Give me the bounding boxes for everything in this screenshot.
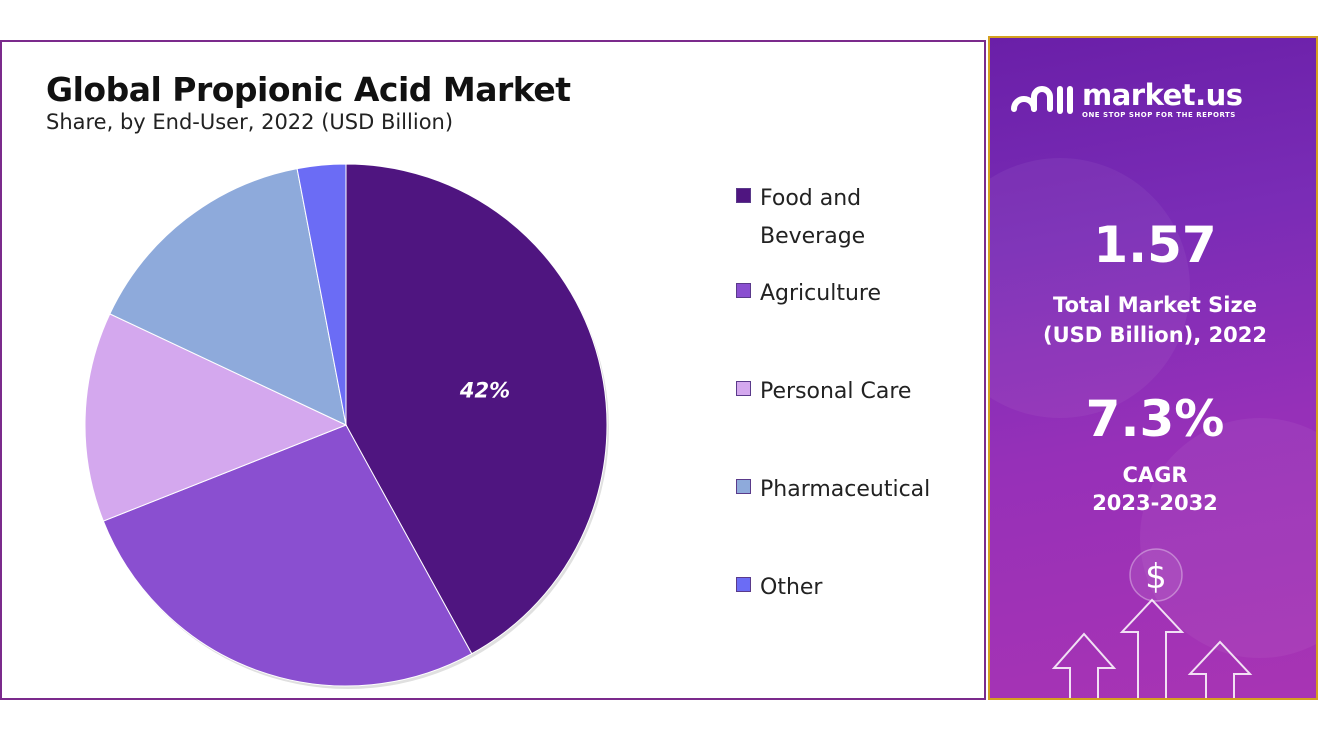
pie-slice-personal-care [84, 313, 348, 522]
legend-swatch-pharmaceutical [736, 479, 751, 494]
legend-item-pharmaceutical: Pharmaceutical [736, 471, 960, 509]
pie-slice-agriculture [102, 424, 473, 687]
legend-label-agriculture: Agriculture [760, 281, 881, 306]
legend-label-personal-care: Personal Care [760, 379, 912, 404]
legend-swatch-agriculture [736, 283, 751, 298]
market-size-label-line1: Total Market Size [1053, 293, 1257, 317]
logo-name: market.us [1082, 78, 1243, 112]
legend-swatch-personal-care [736, 381, 751, 396]
cagr-label-line1: CAGR [1122, 463, 1188, 487]
legend-item-agriculture: Agriculture [736, 275, 960, 313]
legend-swatch-other [736, 577, 751, 592]
legend-swatch-food-and-beverage [736, 188, 751, 203]
market-us-logo: market.us ONE STOP SHOP FOR THE REPORTS [1010, 80, 1243, 119]
pie-chart: 42% [84, 163, 609, 689]
dollar-icon: $ [1145, 557, 1167, 597]
legend-item-other: Other [736, 569, 960, 607]
info-panel: market.us ONE STOP SHOP FOR THE REPORTS … [988, 36, 1318, 700]
legend-item-personal-care: Personal Care [736, 373, 960, 411]
chart-subtitle: Share, by End-User, 2022 (USD Billion) [46, 110, 454, 134]
legend-item-food-and-beverage: Food and Beverage [736, 180, 910, 256]
legend-label-food-and-beverage: Food and Beverage [760, 186, 866, 249]
market-size-value: 1.57 [1093, 216, 1217, 274]
cagr-value: 7.3% [1085, 390, 1225, 448]
growth-arrows-icon: $ [1051, 548, 1253, 698]
background-shape [990, 158, 1190, 418]
data-label-food-and-beverage: 42% [459, 378, 510, 402]
logo-mark-icon [1011, 85, 1073, 114]
cagr-label-line2: 2023-2032 [1092, 491, 1218, 515]
legend-label-other: Other [760, 575, 823, 600]
pie-slice-food-and-beverage [345, 163, 608, 655]
chart-title: Global Propionic Acid Market [46, 70, 571, 109]
market-size-label-line2: (USD Billion), 2022 [1042, 323, 1268, 347]
legend-label-pharmaceutical: Pharmaceutical [760, 477, 931, 502]
logo-tagline: ONE STOP SHOP FOR THE REPORTS [1082, 111, 1236, 119]
pie-slice-other [296, 163, 347, 426]
pie-slice-pharmaceutical [109, 168, 347, 426]
